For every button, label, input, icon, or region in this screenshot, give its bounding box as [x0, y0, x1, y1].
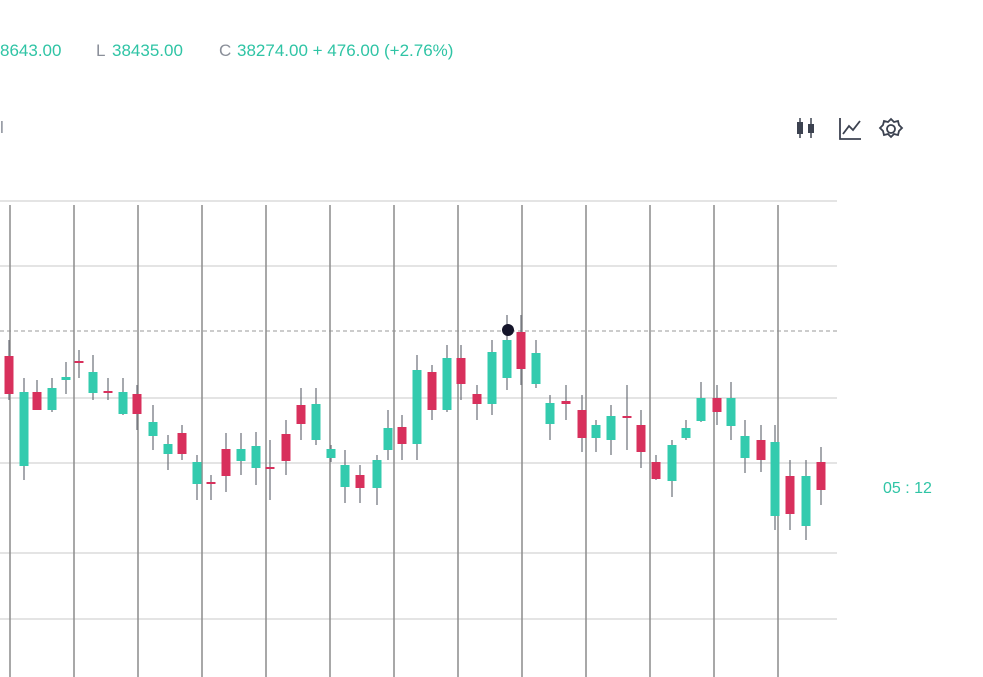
countdown: 05 : 12: [883, 480, 932, 497]
candle-body: [545, 403, 555, 424]
candle-body: [163, 444, 173, 454]
candle-body: [785, 476, 795, 514]
toolbar-text[interactable]: l: [0, 118, 4, 137]
candle-body: [4, 356, 14, 394]
candle-body: [726, 398, 736, 426]
candle-body: [816, 462, 826, 490]
candle-body: [577, 410, 587, 438]
candle-body: [103, 391, 113, 393]
close-value: 38274.00 + 476.00 (+2.76%): [237, 41, 454, 60]
candle-body: [118, 392, 128, 414]
candle-body: [296, 405, 306, 424]
candle-body: [19, 392, 29, 466]
candle-body: [383, 428, 393, 450]
candle-body: [531, 353, 541, 384]
candle-body: [132, 394, 142, 414]
candle-body: [281, 434, 291, 461]
candle-body: [326, 449, 336, 458]
candle-body: [265, 467, 275, 469]
candle-body: [591, 425, 601, 438]
close-label: C: [219, 41, 232, 60]
candle-body: [236, 449, 246, 461]
candle-body: [712, 398, 722, 412]
candle-body: [372, 460, 382, 488]
candle-body: [516, 332, 526, 369]
candle-body: [412, 370, 422, 444]
candle-body: [502, 340, 512, 378]
candle-body: [148, 422, 158, 436]
candle-body: [770, 442, 780, 516]
candle-body: [740, 436, 750, 458]
candle-body: [192, 462, 202, 484]
candle-body: [397, 427, 407, 444]
candle-body: [636, 425, 646, 452]
candle-body: [801, 476, 811, 526]
candle-body: [340, 465, 350, 487]
candle-body: [206, 482, 216, 484]
candle-body: [667, 445, 677, 481]
candle-type-icon[interactable]: [797, 118, 814, 138]
grid: [0, 200, 837, 677]
candle-body: [61, 377, 71, 380]
candle-body: [487, 352, 497, 404]
low-value: 38435.00: [112, 41, 183, 60]
candle-body: [681, 428, 691, 438]
high-value: 8643.00: [0, 41, 62, 60]
candle-body: [221, 449, 231, 476]
candle-body: [606, 416, 616, 440]
candle-body: [32, 392, 42, 410]
candle-body: [456, 358, 466, 384]
candle-body: [622, 416, 632, 418]
candle-body: [74, 361, 84, 363]
candle-body: [651, 462, 661, 479]
candle-body: [442, 358, 452, 410]
candle-body: [472, 394, 482, 404]
indicator-icon[interactable]: [839, 118, 861, 140]
candle-body: [561, 401, 571, 404]
candle-body: [47, 388, 57, 410]
crosshair-dot: [502, 324, 514, 336]
candle-body: [311, 404, 321, 440]
candle-body: [696, 398, 706, 421]
candle-body: [756, 440, 766, 460]
candle-body: [427, 372, 437, 410]
candle-body: [355, 475, 365, 488]
candle-body: [251, 446, 261, 468]
low-label: L: [96, 41, 106, 60]
candle-body: [88, 372, 98, 393]
settings-icon[interactable]: [878, 117, 904, 139]
candles: [4, 315, 826, 540]
candle-body: [177, 433, 187, 454]
